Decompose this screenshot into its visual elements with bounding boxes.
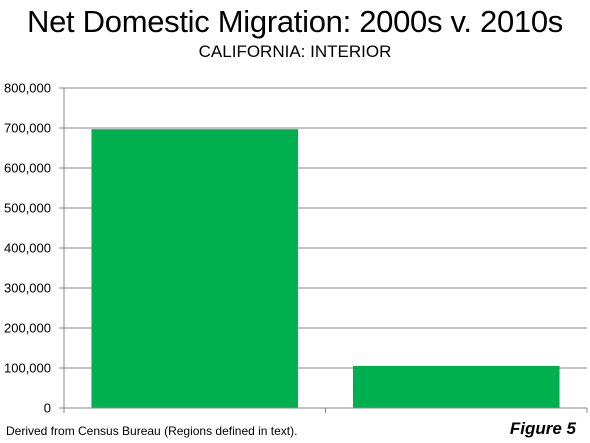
source-note: Derived from Census Bureau (Regions defi… — [6, 424, 298, 438]
y-tick-label: 500,000 — [4, 201, 51, 216]
y-tick-label: 700,000 — [4, 121, 51, 136]
y-tick-label: 100,000 — [4, 361, 51, 376]
figure-label: Figure 5 — [509, 419, 576, 438]
chart-title: Net Domestic Migration: 2000s v. 2010s — [27, 4, 563, 39]
y-tick-label: 300,000 — [4, 281, 51, 296]
bar — [352, 366, 560, 408]
y-tick-label: 800,000 — [4, 81, 51, 96]
bar — [91, 129, 299, 408]
y-tick-label: 600,000 — [4, 161, 51, 176]
chart-subtitle: CALIFORNIA: INTERIOR — [198, 42, 392, 61]
y-tick-label: 0 — [44, 401, 51, 416]
y-tick-label: 200,000 — [4, 321, 51, 336]
y-tick-label: 400,000 — [4, 241, 51, 256]
